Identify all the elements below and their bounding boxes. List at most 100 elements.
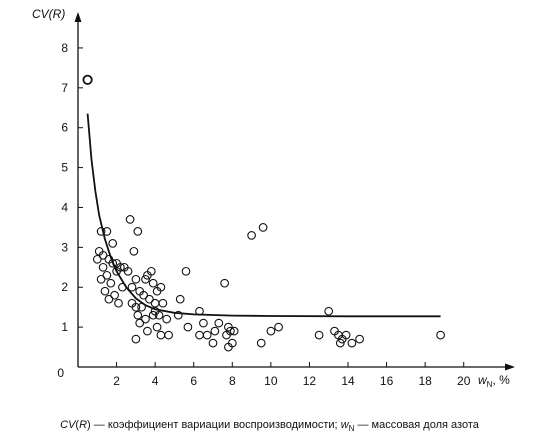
data-point xyxy=(82,74,93,85)
data-point xyxy=(98,250,108,260)
data-point xyxy=(266,326,276,336)
data-point xyxy=(208,338,218,348)
data-point xyxy=(123,266,133,276)
data-point xyxy=(247,231,256,240)
x-tick-label: 18 xyxy=(418,374,432,388)
data-point xyxy=(141,274,150,284)
data-point xyxy=(104,294,114,304)
data-point xyxy=(335,338,345,348)
data-point xyxy=(158,298,168,308)
data-point xyxy=(108,239,118,248)
x-title-unit: , % xyxy=(492,373,510,387)
x-title-w: w xyxy=(478,373,488,387)
y-tick-label: 2 xyxy=(61,280,68,294)
fit-curve-layer xyxy=(86,113,441,318)
data-point xyxy=(127,282,137,292)
data-point xyxy=(148,310,158,320)
caption-text-1: — коэффициент вариации воспроизводимости… xyxy=(90,419,341,431)
data-point xyxy=(100,286,110,296)
y-axis-title: CV(R) xyxy=(32,7,65,21)
data-point xyxy=(135,318,145,328)
data-point xyxy=(181,266,191,276)
data-point xyxy=(102,270,112,280)
data-point xyxy=(152,322,162,332)
data-point xyxy=(224,322,233,332)
data-point xyxy=(324,306,334,316)
data-point xyxy=(131,274,141,284)
data-point xyxy=(195,306,204,316)
data-point xyxy=(139,290,148,300)
data-point xyxy=(314,330,324,340)
data-point xyxy=(195,330,204,340)
x-tick-label: 4 xyxy=(152,374,159,388)
data-point xyxy=(347,338,357,348)
data-point xyxy=(146,266,156,276)
data-point xyxy=(341,330,351,340)
data-point xyxy=(148,278,158,288)
data-point xyxy=(355,334,364,344)
data-point xyxy=(210,326,220,336)
x-tick-label: 2 xyxy=(113,374,120,388)
data-point xyxy=(112,266,121,276)
data-point xyxy=(156,282,166,292)
data-point xyxy=(108,258,118,268)
caption-r: R xyxy=(79,419,88,431)
data-point xyxy=(114,298,123,308)
caption-text-2: — массовая доля азота xyxy=(354,419,479,431)
data-point xyxy=(110,290,119,300)
data-point xyxy=(106,278,116,288)
data-point xyxy=(202,330,212,340)
points-layer xyxy=(82,74,445,352)
data-point xyxy=(258,223,268,232)
y-tick-label: 4 xyxy=(61,200,68,214)
data-point xyxy=(214,318,224,328)
data-point xyxy=(131,334,141,344)
data-point xyxy=(274,322,283,332)
data-point xyxy=(220,278,229,288)
data-point xyxy=(224,342,233,352)
data-point xyxy=(141,314,150,324)
data-point xyxy=(256,338,266,348)
data-point xyxy=(133,310,143,320)
data-point xyxy=(131,302,141,312)
data-point xyxy=(96,274,106,284)
data-point xyxy=(125,215,135,224)
data-point xyxy=(92,254,102,264)
x-tick-label: 14 xyxy=(341,374,355,388)
y-tick-label: 8 xyxy=(61,41,68,55)
data-point xyxy=(199,318,208,328)
y-tick-label: 0 xyxy=(57,366,64,380)
x-tick-label: 20 xyxy=(457,374,471,388)
caption-w-sub: N xyxy=(348,424,355,434)
caption-paren-close: ) xyxy=(87,419,91,431)
x-tick-label: 16 xyxy=(380,374,394,388)
data-point xyxy=(145,294,154,304)
data-point xyxy=(98,262,108,272)
caption-w: w xyxy=(340,419,349,431)
data-point xyxy=(222,330,231,340)
x-tick-label: 8 xyxy=(229,374,236,388)
data-point xyxy=(129,246,139,256)
data-point xyxy=(162,314,172,324)
data-point xyxy=(137,302,146,312)
figure-caption: CV(R) — коэффициент вариации воспроизвод… xyxy=(0,419,539,433)
x-tick-label: 10 xyxy=(264,374,278,388)
caption-cv: CV xyxy=(60,419,76,431)
y-tick-label: 3 xyxy=(61,240,68,254)
data-point xyxy=(96,227,106,236)
data-point xyxy=(150,298,160,308)
x-axis-title: wN, % xyxy=(478,373,510,389)
data-point xyxy=(118,282,127,292)
x-title-sub: N xyxy=(487,380,493,389)
y-tick-label: 5 xyxy=(61,161,68,175)
caption-paren-open: ( xyxy=(75,419,80,431)
data-point xyxy=(183,322,193,332)
data-point xyxy=(133,227,143,236)
data-point xyxy=(156,330,166,340)
data-point xyxy=(164,330,173,340)
data-point xyxy=(436,330,445,340)
x-tick-label: 12 xyxy=(303,374,317,388)
data-point xyxy=(175,294,185,304)
